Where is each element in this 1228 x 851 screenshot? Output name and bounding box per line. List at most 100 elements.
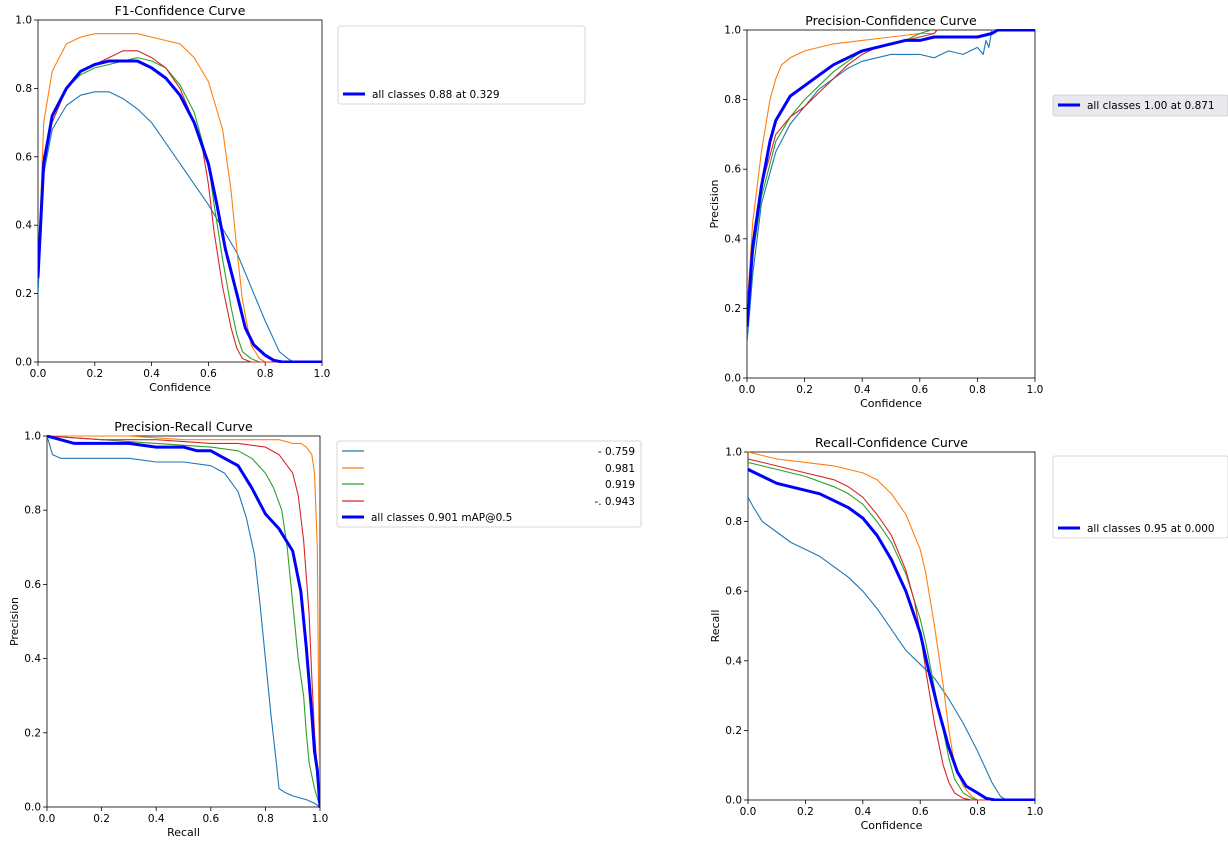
legend-box xyxy=(336,440,642,528)
chart-title: Precision-Recall Curve xyxy=(114,419,253,434)
y-axis-label: Precision xyxy=(8,597,21,646)
x-tick-label: 0.6 xyxy=(912,806,929,818)
series-line-class-2 xyxy=(38,33,322,363)
legend-label: all classes 0.901 mAP@0.5 xyxy=(371,512,512,524)
series-line-class-1 xyxy=(748,496,1035,801)
x-tick-label: 1.0 xyxy=(1027,806,1044,818)
y-tick-label: 1.0 xyxy=(724,25,741,37)
legend-box xyxy=(1052,455,1228,539)
legend-label: all classes 0.95 at 0.000 xyxy=(1087,523,1215,535)
series-line-all-classes xyxy=(747,29,1035,328)
plot-frame xyxy=(46,435,321,808)
x-tick-label: 0.2 xyxy=(93,813,110,825)
x-tick-label: 1.0 xyxy=(312,813,329,825)
series-group xyxy=(748,451,1035,801)
x-tick-label: 0.8 xyxy=(257,368,274,380)
x-tick-label: 1.0 xyxy=(1027,384,1044,396)
series-line-class-3 xyxy=(47,435,320,808)
y-tick-label: 0.6 xyxy=(15,151,32,163)
x-axis-label: Confidence xyxy=(861,819,923,832)
x-tick-label: 0.2 xyxy=(796,384,813,396)
chart-title: Precision-Confidence Curve xyxy=(805,13,977,28)
x-axis-label: Confidence xyxy=(860,397,922,410)
y-tick-label: 1.0 xyxy=(15,15,32,27)
series-line-class-1 xyxy=(747,29,1035,344)
x-tick-label: 0.8 xyxy=(257,813,274,825)
y-tick-label: 0.4 xyxy=(724,233,741,245)
x-tick-label: 0.4 xyxy=(148,813,165,825)
y-tick-label: 0.8 xyxy=(724,94,741,106)
y-tick-label: 0.6 xyxy=(724,164,741,176)
series-line-class-3 xyxy=(748,461,1035,801)
y-axis-label: Recall xyxy=(709,610,722,643)
series-group xyxy=(38,33,322,363)
chart-recall-conf: Recall-Confidence Curve 0.0 0.2 0.4 0.6 0.8 1.… xyxy=(709,435,1228,832)
series-line-class-3 xyxy=(38,57,322,363)
x-tick-label: 0.4 xyxy=(854,806,871,818)
x-tick-label: 0.4 xyxy=(854,384,871,396)
y-tick-label: 0.0 xyxy=(24,802,41,814)
plot-frame xyxy=(37,19,323,363)
x-tick-label: 0.0 xyxy=(739,384,756,396)
legend-label: all classes 0.88 at 0.329 xyxy=(372,89,500,101)
y-tick-label: 0.8 xyxy=(725,516,742,528)
series-line-class-4 xyxy=(47,435,320,808)
series-line-class-4 xyxy=(748,458,1035,801)
x-tick-label: 0.4 xyxy=(143,368,160,380)
series-line-class-1 xyxy=(38,91,322,363)
x-tick-label: 0.6 xyxy=(200,368,217,380)
series-group xyxy=(747,29,1035,344)
chart-f1: F1-Confidence Curve 0.0 0.2 0.4 0.6 0.8 1.0 0.0… xyxy=(15,3,586,394)
y-tick-label: 0.2 xyxy=(724,303,741,315)
x-axis-label: Recall xyxy=(167,826,200,839)
legend-box xyxy=(337,25,586,105)
plot-frame xyxy=(747,451,1036,801)
x-tick-label: 0.6 xyxy=(911,384,928,396)
x-tick-label: 0.0 xyxy=(39,813,56,825)
x-tick-label: 0.8 xyxy=(969,806,986,818)
y-tick-label: 0.2 xyxy=(725,725,742,737)
y-tick-label: 0.8 xyxy=(24,505,41,517)
series-line-class-2 xyxy=(748,451,1035,801)
chart-title: Recall-Confidence Curve xyxy=(815,435,968,450)
y-tick-label: 0.0 xyxy=(725,795,742,807)
x-axis-label: Confidence xyxy=(149,381,211,394)
x-tick-label: 0.2 xyxy=(86,368,103,380)
y-tick-label: 0.4 xyxy=(725,655,742,667)
legend-label: 0.919 xyxy=(605,479,635,491)
y-tick-label: 1.0 xyxy=(24,431,41,443)
y-tick-label: 0.4 xyxy=(15,220,32,232)
y-tick-label: 0.6 xyxy=(24,579,41,591)
chart-precision-conf: Precision-Confidence Curve 0.0 0.2 0.4 0.6 0.… xyxy=(708,13,1228,410)
y-tick-label: 0.0 xyxy=(724,373,741,385)
y-tick-label: 0.2 xyxy=(24,727,41,739)
legend-label: all classes 1.00 at 0.871 xyxy=(1087,100,1215,112)
x-tick-label: 0.0 xyxy=(740,806,757,818)
series-line-class-4 xyxy=(747,29,938,327)
x-tick-label: 0.2 xyxy=(797,806,814,818)
y-tick-label: 0.0 xyxy=(15,357,32,369)
series-line-all-classes xyxy=(47,435,320,808)
legend-box xyxy=(1052,94,1228,117)
y-tick-label: 0.4 xyxy=(24,653,41,665)
legend-label: - 0.759 xyxy=(598,446,635,458)
series-group xyxy=(47,435,320,808)
chart-pr: Precision-Recall Curve 0.0 0.2 0.4 0.6 0.8 1.0… xyxy=(8,419,642,839)
y-tick-label: 0.2 xyxy=(15,288,32,300)
series-line-all-classes xyxy=(38,59,322,363)
series-line-class-1 xyxy=(47,435,320,808)
plot-frame xyxy=(746,29,1036,379)
series-line-class-2 xyxy=(47,435,320,808)
legend-label: 0.981 xyxy=(605,463,635,475)
x-tick-label: 0.8 xyxy=(969,384,986,396)
chart-title: F1-Confidence Curve xyxy=(115,3,246,18)
y-axis-label: Precision xyxy=(708,179,721,228)
legend-label: -. 0.943 xyxy=(594,496,635,508)
y-tick-label: 0.8 xyxy=(15,83,32,95)
series-line-class-2 xyxy=(747,29,938,309)
x-tick-label: 1.0 xyxy=(314,368,331,380)
x-tick-label: 0.0 xyxy=(30,368,47,380)
y-tick-label: 0.6 xyxy=(725,586,742,598)
y-tick-label: 1.0 xyxy=(725,447,742,459)
